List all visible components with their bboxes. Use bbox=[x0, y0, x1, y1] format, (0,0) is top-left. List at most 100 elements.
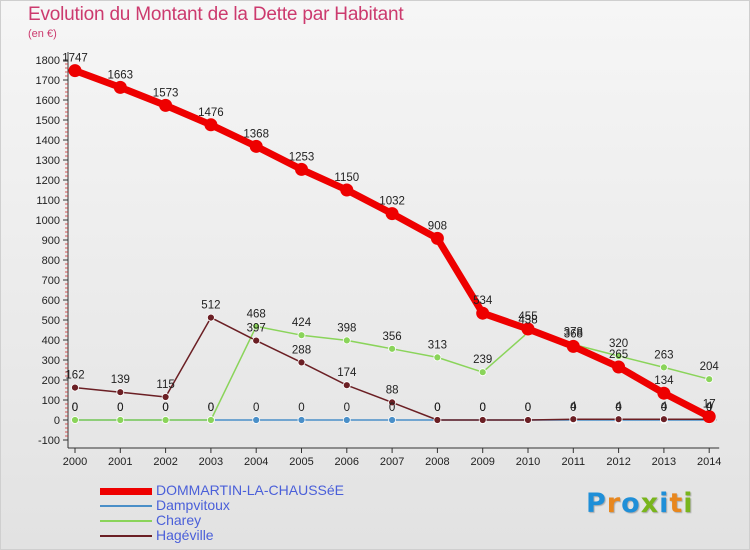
proxiti-logo: Proxiti bbox=[586, 488, 694, 519]
y-tick-label: 1300 bbox=[36, 155, 60, 167]
data-label: 468 bbox=[247, 308, 266, 320]
chart-subtitle: (en €) bbox=[28, 28, 57, 40]
y-tick-label: 900 bbox=[42, 235, 60, 247]
legend-swatch bbox=[100, 487, 152, 495]
data-point bbox=[660, 363, 668, 372]
data-label: 265 bbox=[609, 349, 628, 361]
data-label: 0 bbox=[117, 402, 123, 414]
data-label: 0 bbox=[706, 402, 712, 414]
x-tick-label: 2005 bbox=[289, 456, 313, 468]
data-point bbox=[252, 336, 261, 345]
logo-letter: i bbox=[659, 488, 670, 519]
x-tick-label: 2012 bbox=[606, 456, 630, 468]
data-label: 0 bbox=[389, 402, 395, 414]
data-point bbox=[660, 415, 668, 424]
data-label: 0 bbox=[661, 402, 667, 414]
data-label: 0 bbox=[72, 402, 78, 414]
data-point bbox=[478, 416, 487, 424]
data-label: 115 bbox=[156, 379, 174, 391]
data-point bbox=[478, 368, 487, 377]
data-label: 0 bbox=[344, 402, 350, 414]
data-label: 239 bbox=[473, 354, 492, 366]
chart-legend: DOMMARTIN-LA-CHAUSSéE Dampvitoux Charey Hag… bbox=[100, 483, 344, 543]
legend-label: Hagéville bbox=[156, 527, 214, 543]
data-label: 0 bbox=[434, 402, 440, 414]
x-tick-label: 2002 bbox=[153, 456, 177, 468]
data-point bbox=[161, 393, 170, 401]
data-point bbox=[252, 322, 261, 331]
y-tick-label: 1200 bbox=[36, 175, 60, 187]
data-label: 288 bbox=[292, 344, 311, 356]
chart-title: Evolution du Montant de la Dette par Hab… bbox=[28, 4, 404, 25]
logo-letter: x bbox=[640, 488, 660, 519]
data-point bbox=[68, 64, 82, 78]
data-point bbox=[388, 344, 397, 353]
y-tick-label: 1800 bbox=[36, 55, 60, 67]
data-point bbox=[430, 231, 444, 245]
data-label: 1150 bbox=[334, 172, 359, 184]
data-point bbox=[71, 416, 79, 424]
data-label: 398 bbox=[337, 322, 356, 334]
data-label: 320 bbox=[609, 338, 628, 350]
data-label: 0 bbox=[525, 402, 531, 414]
legend-swatch bbox=[100, 535, 152, 538]
data-label: 4 bbox=[615, 401, 622, 413]
legend-label: DOMMARTIN-LA-CHAUSSéE bbox=[156, 482, 344, 498]
data-label: 1573 bbox=[153, 87, 179, 99]
data-point bbox=[116, 388, 125, 397]
y-tick-label: 700 bbox=[42, 275, 60, 287]
data-point bbox=[252, 416, 261, 424]
y-tick-label: 400 bbox=[42, 335, 60, 347]
logo-letter: r bbox=[606, 488, 622, 519]
y-tick-label: 1500 bbox=[36, 115, 60, 127]
data-label: 356 bbox=[383, 331, 402, 343]
x-tick-label: 2006 bbox=[335, 456, 359, 468]
data-point bbox=[297, 331, 306, 340]
data-label: 162 bbox=[65, 370, 84, 382]
data-point bbox=[702, 410, 716, 424]
data-label: 4 bbox=[570, 401, 577, 413]
y-tick-label: 1100 bbox=[36, 195, 60, 207]
data-label: 378 bbox=[564, 326, 583, 338]
data-label: 313 bbox=[428, 339, 447, 351]
legend-item: Dampvitoux bbox=[100, 498, 344, 513]
legend-swatch bbox=[100, 505, 152, 508]
data-label: 0 bbox=[162, 402, 168, 414]
y-tick-label: -100 bbox=[38, 435, 60, 447]
y-tick-label: 800 bbox=[42, 255, 60, 267]
data-point bbox=[612, 360, 626, 374]
y-tick-label: 100 bbox=[42, 395, 60, 407]
y-tick-label: 600 bbox=[42, 295, 60, 307]
data-point bbox=[161, 416, 170, 424]
logo-letter: P bbox=[586, 488, 607, 519]
data-label: 368 bbox=[564, 328, 583, 340]
x-tick-label: 2001 bbox=[108, 456, 132, 468]
x-tick-label: 2014 bbox=[697, 456, 721, 468]
data-label: 4 bbox=[661, 401, 668, 413]
x-tick-label: 2003 bbox=[199, 456, 223, 468]
data-label: 455 bbox=[518, 311, 537, 323]
data-point bbox=[524, 416, 532, 424]
legend-swatch bbox=[100, 520, 152, 523]
data-label: 0 bbox=[615, 402, 621, 414]
data-label: 438 bbox=[518, 314, 537, 326]
data-label: 263 bbox=[654, 349, 673, 361]
data-point bbox=[206, 416, 215, 424]
legend-item: Hagéville bbox=[100, 528, 344, 543]
data-label: 0 bbox=[479, 402, 485, 414]
x-tick-label: 2010 bbox=[516, 456, 540, 468]
data-point bbox=[569, 415, 578, 424]
data-label: 0 bbox=[253, 402, 259, 414]
data-label: 1253 bbox=[289, 151, 315, 163]
legend-label: Charey bbox=[156, 512, 202, 528]
data-point bbox=[295, 162, 308, 176]
data-point bbox=[385, 207, 399, 221]
x-tick-label: 2009 bbox=[470, 456, 494, 468]
data-point bbox=[433, 416, 442, 424]
data-label: 0 bbox=[434, 402, 440, 414]
x-tick-label: 2007 bbox=[380, 456, 404, 468]
x-tick-label: 2004 bbox=[244, 456, 268, 468]
data-label: 0 bbox=[479, 402, 485, 414]
data-label: 0 bbox=[117, 402, 123, 414]
data-label: 134 bbox=[654, 375, 674, 387]
